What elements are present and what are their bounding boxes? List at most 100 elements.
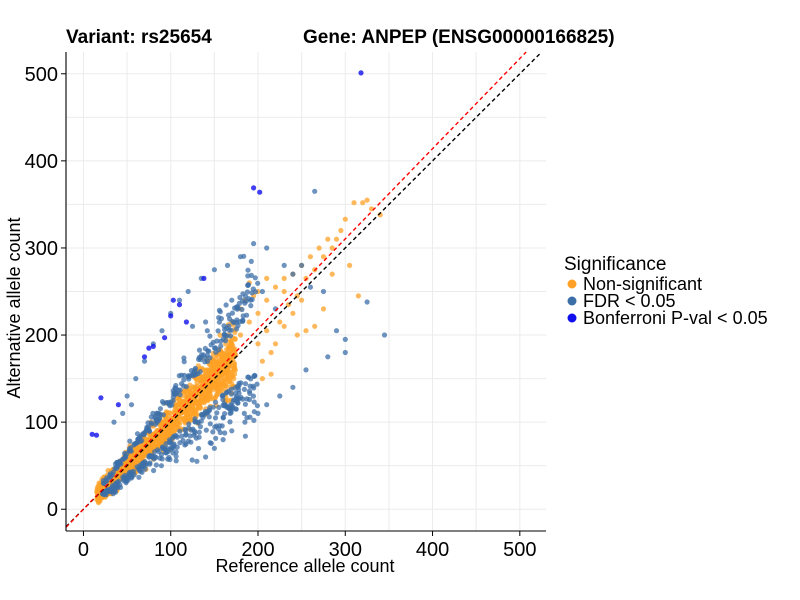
point-1-519 (242, 419, 248, 425)
point-1-512 (342, 349, 348, 356)
point-1-470 (129, 470, 135, 476)
point-2-8 (146, 345, 152, 351)
point-0-1189 (218, 356, 224, 362)
point-1-492 (172, 390, 178, 396)
point-1-10 (181, 355, 187, 361)
point-0-1122 (173, 402, 179, 408)
point-1-467 (109, 486, 115, 492)
point-1-329 (244, 396, 250, 402)
point-1-493 (187, 373, 194, 379)
point-1-438 (141, 431, 147, 437)
point-0-1290 (303, 328, 309, 334)
point-1-479 (113, 484, 119, 490)
point-0-1285 (299, 297, 305, 303)
point-1-242 (147, 461, 153, 467)
point-1-381 (212, 345, 218, 351)
point-1-462 (100, 477, 106, 484)
point-1-419 (230, 404, 236, 410)
legend-title: Significance (564, 254, 666, 275)
title-variant: Variant: rs25654 (66, 27, 212, 48)
point-1-190 (245, 267, 251, 273)
point-1-141 (244, 289, 250, 295)
point-0-1258 (316, 245, 322, 251)
point-0-893 (231, 365, 237, 371)
point-1-353 (227, 333, 234, 339)
point-1-502 (237, 254, 244, 260)
point-1-264 (206, 348, 212, 354)
point-0-1220 (192, 384, 198, 390)
point-0-1262 (277, 319, 283, 325)
point-1-348 (177, 440, 183, 446)
point-1-443 (248, 272, 254, 278)
point-1-435 (140, 464, 146, 470)
point-1-472 (169, 445, 175, 451)
point-1-484 (198, 356, 204, 363)
point-1-423 (160, 445, 166, 452)
point-1-180 (203, 427, 209, 433)
point-1-90 (177, 428, 183, 434)
point-1-477 (240, 317, 246, 323)
point-0-1261 (264, 328, 270, 334)
point-0-1235 (174, 422, 180, 428)
point-0-1200 (122, 466, 128, 472)
point-0-1118 (215, 391, 221, 397)
point-1-432 (242, 401, 248, 407)
point-2-6 (162, 335, 168, 341)
point-1-525 (128, 402, 135, 408)
point-1-459 (247, 390, 253, 396)
axes: 0 100 200 300 400 500 0 100 200 300 400 500 (25, 52, 546, 561)
legend-swatch-nonsig (567, 279, 577, 289)
point-2-3 (176, 302, 183, 308)
legend-swatch-bonferroni (567, 313, 577, 323)
point-1-511 (364, 299, 370, 305)
title-gene: Gene: ANPEP (ENSG00000166825) (303, 27, 615, 48)
point-0-1177 (226, 398, 232, 404)
point-1-463 (147, 452, 153, 458)
point-0-1226 (187, 389, 193, 395)
point-1-358 (223, 302, 229, 308)
point-1-188 (241, 410, 247, 416)
point-1-169 (240, 313, 246, 319)
point-0-1202 (164, 428, 171, 435)
point-1-213 (188, 427, 194, 433)
point-1-1 (218, 343, 224, 349)
point-0-1272 (360, 200, 366, 206)
point-2-11 (93, 432, 100, 438)
point-0-1084 (181, 416, 187, 423)
point-1-466 (235, 400, 241, 406)
point-1-398 (212, 399, 219, 405)
point-1-528 (124, 393, 130, 399)
point-0-1130 (176, 396, 182, 402)
point-1-370 (204, 352, 210, 358)
point-1-516 (277, 393, 283, 399)
point-0-1093 (188, 407, 194, 414)
point-1-376 (242, 300, 248, 306)
point-1-539 (259, 288, 265, 295)
point-0-1271 (351, 200, 357, 206)
point-1-427 (226, 388, 232, 394)
point-1-458 (165, 399, 171, 405)
point-1-266 (108, 474, 114, 480)
point-0-1249 (237, 332, 244, 338)
point-1-273 (230, 318, 236, 325)
reference-line-fitted (65, 51, 527, 528)
point-1-269 (181, 359, 187, 365)
point-1-400 (216, 404, 222, 410)
point-1-544 (203, 319, 209, 325)
point-1-522 (211, 445, 217, 451)
point-1-351 (251, 399, 257, 405)
point-1-371 (210, 339, 216, 345)
point-1-515 (290, 384, 296, 390)
y-axis-label: Alternative allele count (4, 217, 24, 398)
point-1-520 (229, 428, 235, 434)
point-1-485 (151, 467, 157, 474)
point-0-1246 (223, 351, 229, 357)
point-1-471 (152, 453, 158, 460)
point-1-388 (245, 374, 251, 380)
point-1-526 (120, 410, 126, 416)
x-tick-label-5: 500 (503, 539, 536, 561)
point-1-385 (170, 398, 176, 404)
point-1-439 (238, 394, 244, 400)
point-0-1269 (338, 227, 344, 234)
point-1-518 (255, 410, 261, 416)
